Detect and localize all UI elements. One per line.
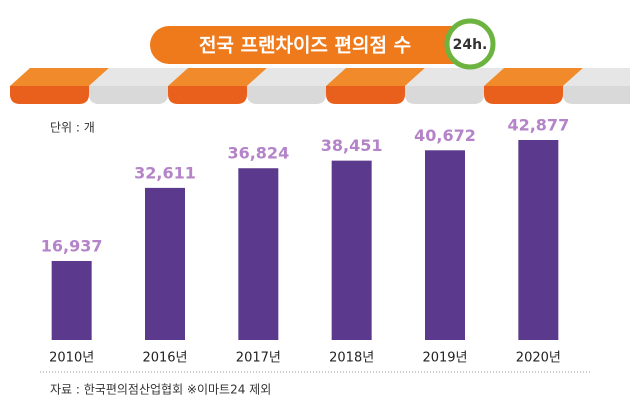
awning-stripe — [563, 68, 630, 86]
awning-scallop — [484, 86, 563, 104]
bar — [145, 187, 185, 340]
awning-scallop — [405, 86, 484, 104]
chart-title: 전국 프랜차이즈 편의점 수 — [199, 35, 411, 57]
x-tick-label: 2018년 — [329, 351, 374, 366]
awning-stripe — [247, 68, 346, 86]
badge-text: 24h. — [453, 37, 488, 53]
title-banner — [150, 26, 490, 64]
awning — [10, 68, 630, 104]
awning-scallop — [326, 86, 405, 104]
x-tick-label: 2020년 — [516, 351, 561, 366]
x-tick-label: 2016년 — [142, 351, 187, 366]
bar — [518, 140, 559, 340]
awning-scallop — [89, 86, 168, 104]
awning-stripe — [484, 68, 583, 86]
awning-scallop — [563, 86, 630, 104]
awning-scallop — [10, 86, 89, 104]
awning-stripe — [89, 68, 188, 86]
awning-stripe — [168, 68, 267, 86]
value-label: 16,937 — [41, 236, 103, 255]
value-label: 36,824 — [227, 144, 289, 163]
unit-label: 단위 : 개 — [50, 121, 95, 135]
bar — [238, 168, 279, 340]
value-label: 38,451 — [321, 136, 383, 155]
value-label: 40,672 — [414, 126, 476, 145]
awning-scallop — [247, 86, 326, 104]
bar — [331, 160, 372, 340]
x-tick-label: 2019년 — [422, 351, 467, 366]
bar — [51, 260, 92, 340]
awning-stripe — [405, 68, 504, 86]
bar — [425, 150, 465, 340]
source: 자료 : 한국편의점산업협회 ※이마트24 제외 — [50, 383, 271, 397]
x-tick-label: 2017년 — [236, 351, 281, 366]
awning-stripe — [326, 68, 425, 86]
awning-scallop — [168, 86, 247, 104]
badge — [444, 18, 496, 70]
value-label: 42,877 — [507, 116, 569, 135]
x-tick-label: 2010년 — [49, 351, 94, 366]
awning-stripe — [10, 68, 109, 86]
value-label: 32,611 — [134, 163, 196, 182]
